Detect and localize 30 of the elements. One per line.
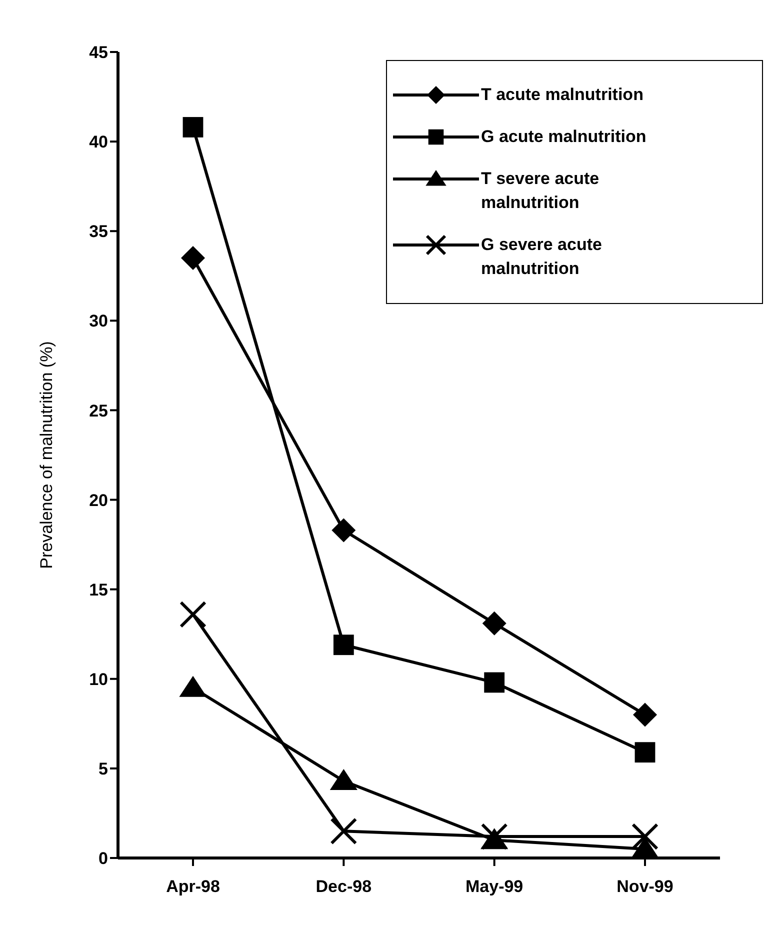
y-tick-label: 10 (89, 670, 108, 689)
point (333, 634, 354, 656)
legend-label: T severe acute malnutrition (481, 168, 600, 214)
point (179, 676, 207, 697)
y-tick-label: 45 (89, 43, 108, 62)
y-axis-title: Prevalence of malnutrition (%) (37, 341, 56, 569)
y-tick-label: 0 (98, 849, 108, 868)
point (330, 768, 358, 790)
y-tick-label: 40 (89, 132, 108, 152)
y-tick-label: 15 (89, 580, 108, 600)
y-tick-label: 30 (89, 312, 108, 331)
point (484, 672, 505, 693)
point (631, 837, 659, 858)
point (633, 702, 657, 727)
x-tick-label: Apr-98 (166, 877, 220, 896)
point (482, 611, 506, 636)
x-tick-label: Dec-98 (316, 877, 372, 896)
y-tick-label: 5 (98, 759, 108, 778)
point (332, 518, 356, 542)
x-tick-label: May-99 (466, 877, 524, 896)
point (182, 117, 204, 138)
y-tick-label: 20 (89, 490, 108, 510)
legend-label: G severe acute malnutrition (481, 234, 603, 280)
x-tick-label: Nov-99 (616, 877, 674, 896)
legend-label: T acute malnutrition (481, 84, 644, 106)
legend-label: G acute malnutrition (481, 126, 648, 148)
y-tick-label: 25 (89, 401, 108, 420)
y-tick-label: 35 (89, 222, 108, 242)
point (181, 246, 205, 270)
point (634, 742, 656, 763)
